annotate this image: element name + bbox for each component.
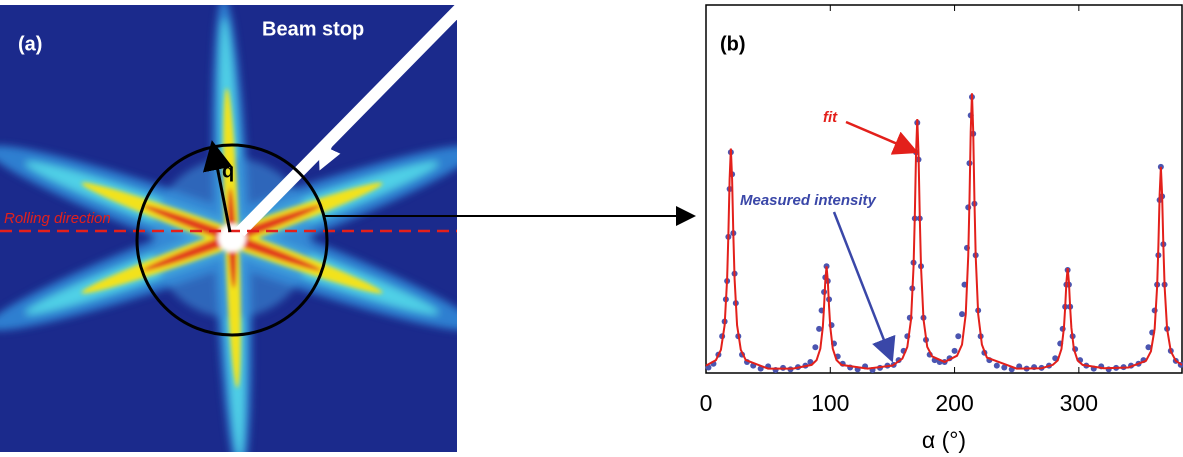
data-point [993,362,1000,369]
data-point [959,311,966,318]
beam-stop-arrow [318,129,341,171]
x-tick-label: 300 [1060,390,1098,416]
annotation-arrow [845,120,919,155]
data-point [955,333,962,340]
x-tick-label: 0 [700,390,713,416]
panel-label: (a) [18,33,42,55]
x-axis-label: α (°) [922,427,966,453]
data-point [812,344,819,351]
data-point [816,325,823,332]
q-arrow [202,140,233,233]
x-tick-label: 100 [811,390,849,416]
q-label: q [222,160,234,182]
plot: 0 100 200 300 [700,4,1183,416]
plot-frame [705,4,1183,374]
annotation: fit [823,109,838,126]
rolling-label: Rolling direction [4,210,111,227]
annotation: Measured intensity [740,192,877,209]
data-point [1001,364,1008,371]
fit-line [705,93,1183,370]
x-tick-label: 200 [935,390,973,416]
annotation-arrow [832,211,896,363]
beam-stop [235,5,457,237]
data-point [1145,344,1152,351]
beam-stop-label: Beam stop [262,18,364,40]
data-point [951,347,958,354]
diffraction-image [0,5,457,452]
panel-label: (b) [720,33,746,55]
data-point [1052,355,1059,362]
